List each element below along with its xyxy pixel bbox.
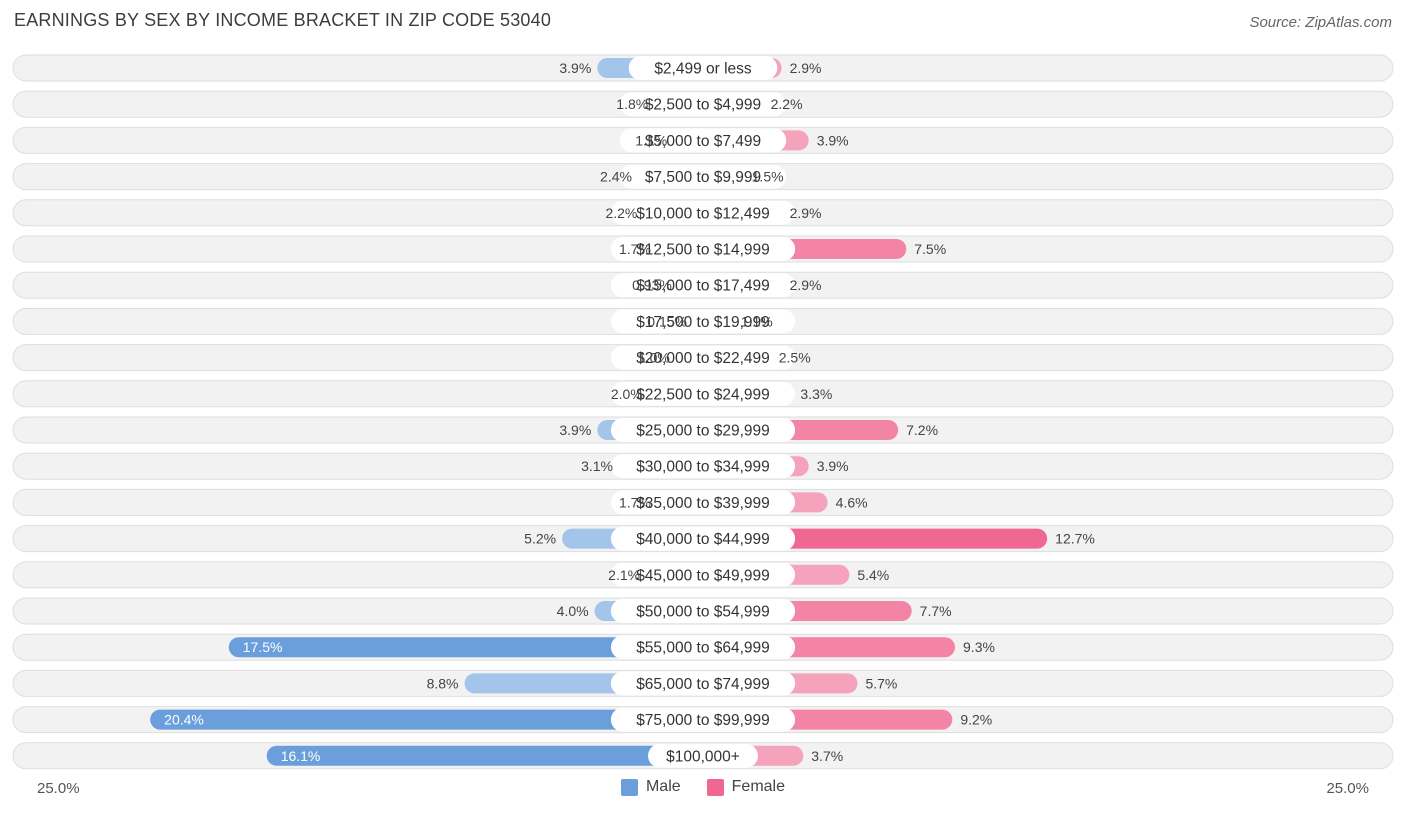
value-label-male: 2.0% xyxy=(611,386,643,402)
value-label-male: 1.7% xyxy=(619,494,651,510)
category-label-bg xyxy=(610,273,796,298)
value-label-male: 3.9% xyxy=(559,60,591,76)
category-label-bg xyxy=(610,418,796,442)
value-label-female: 3.9% xyxy=(817,458,849,474)
value-label-male: 2.4% xyxy=(600,169,632,185)
category-label: $65,000 to $74,999 xyxy=(636,676,770,693)
category-label-bg xyxy=(619,164,787,189)
value-label-male: 1.7% xyxy=(619,241,651,257)
value-label-male: 8.8% xyxy=(427,675,459,691)
category-label-bg xyxy=(610,345,796,370)
value-label-female: 5.4% xyxy=(857,567,889,583)
category-label-bg xyxy=(628,56,778,80)
category-label-bg xyxy=(610,671,796,696)
value-label-female: 2.9% xyxy=(790,60,822,76)
legend-label-male: Male xyxy=(645,778,681,795)
value-label-female: 7.7% xyxy=(920,603,952,619)
category-label: $45,000 to $49,999 xyxy=(636,567,770,584)
category-label-bg xyxy=(610,562,796,587)
category-label-bg xyxy=(610,309,796,334)
value-label-male: 3.9% xyxy=(559,422,591,438)
value-label-female: 2.9% xyxy=(790,205,822,221)
value-label-female: 1.1% xyxy=(741,313,773,329)
category-label: $55,000 to $64,999 xyxy=(636,640,770,657)
bar-male xyxy=(266,745,715,766)
category-label-bg xyxy=(610,707,796,732)
category-label: $2,499 or less xyxy=(654,61,752,78)
category-label: $40,000 to $44,999 xyxy=(636,531,770,548)
category-label: $15,000 to $17,499 xyxy=(636,278,770,295)
value-label-male: 20.4% xyxy=(164,712,204,728)
legend-swatch-male xyxy=(620,778,638,796)
category-label: $5,000 to $7,499 xyxy=(645,133,761,150)
legend-label-female: Female xyxy=(731,778,786,795)
value-label-female: 5.7% xyxy=(865,675,897,691)
category-label: $75,000 to $99,999 xyxy=(636,712,770,729)
value-label-female: 7.2% xyxy=(906,422,938,438)
value-label-female: 4.6% xyxy=(836,494,868,510)
value-label-female: 2.5% xyxy=(779,350,811,366)
category-label-bg xyxy=(610,200,796,225)
value-label-male: 0.93% xyxy=(632,277,672,293)
value-label-female: 12.7% xyxy=(1055,531,1095,547)
value-label-female: 3.3% xyxy=(800,386,832,402)
value-label-male: 3.1% xyxy=(581,458,613,474)
legend-item-female[interactable]: Female xyxy=(706,778,786,796)
value-label-female: 2.9% xyxy=(790,277,822,293)
value-label-male: 2.1% xyxy=(608,567,640,583)
legend-swatch-female xyxy=(706,778,724,796)
category-label-bg xyxy=(610,381,796,406)
category-label: $22,500 to $24,999 xyxy=(636,386,770,403)
category-label-bg xyxy=(619,92,787,117)
axis-label-left: 25.0% xyxy=(37,780,80,797)
value-label-male: 0.15% xyxy=(647,313,687,329)
category-label-bg xyxy=(610,526,796,551)
category-label-bg xyxy=(648,743,758,768)
category-label: $7,500 to $9,999 xyxy=(645,169,761,186)
value-label-female: 7.5% xyxy=(914,241,946,257)
category-label: $100,000+ xyxy=(666,748,740,765)
category-label: $10,000 to $12,499 xyxy=(636,205,770,222)
value-label-female: 2.2% xyxy=(771,96,803,112)
value-label-male: 1.1% xyxy=(635,132,667,148)
value-label-male: 1.8% xyxy=(616,96,648,112)
category-label: $12,500 to $14,999 xyxy=(636,242,770,259)
category-label: $35,000 to $39,999 xyxy=(636,495,770,512)
bar-male xyxy=(150,709,715,730)
category-label-bg xyxy=(610,599,796,623)
value-label-male: 2.2% xyxy=(605,205,637,221)
legend-item-male[interactable]: Male xyxy=(620,778,681,796)
category-label: $20,000 to $22,499 xyxy=(636,350,770,367)
category-label: $50,000 to $54,999 xyxy=(636,604,770,621)
value-label-female: 3.7% xyxy=(811,748,843,764)
value-label-female: 9.3% xyxy=(963,639,995,655)
chart-title: EARNINGS BY SEX BY INCOME BRACKET IN ZIP… xyxy=(14,10,552,30)
category-label: $17,500 to $19,999 xyxy=(636,314,770,331)
value-label-male: 1.0% xyxy=(638,350,670,366)
value-label-male: 4.0% xyxy=(557,603,589,619)
category-label-bg xyxy=(610,237,796,261)
value-label-female: 1.5% xyxy=(752,169,784,185)
category-label-bg xyxy=(619,128,787,153)
legend: Male Female xyxy=(0,778,1406,796)
axis-label-right: 25.0% xyxy=(1326,780,1369,797)
bar-male xyxy=(228,637,715,658)
category-label: $30,000 to $34,999 xyxy=(636,459,770,476)
value-label-female: 9.2% xyxy=(960,712,992,728)
value-label-male: 17.5% xyxy=(243,639,283,655)
category-label: $25,000 to $29,999 xyxy=(636,423,770,440)
value-label-male: 5.2% xyxy=(524,531,556,547)
value-label-male: 16.1% xyxy=(281,748,321,764)
category-label-bg xyxy=(610,490,796,515)
category-label: $2,500 to $4,999 xyxy=(645,97,761,114)
source-label: Source: ZipAtlas.com xyxy=(1249,14,1392,31)
category-label-bg xyxy=(610,454,796,479)
category-label-bg xyxy=(610,635,796,660)
value-label-female: 3.9% xyxy=(817,132,849,148)
